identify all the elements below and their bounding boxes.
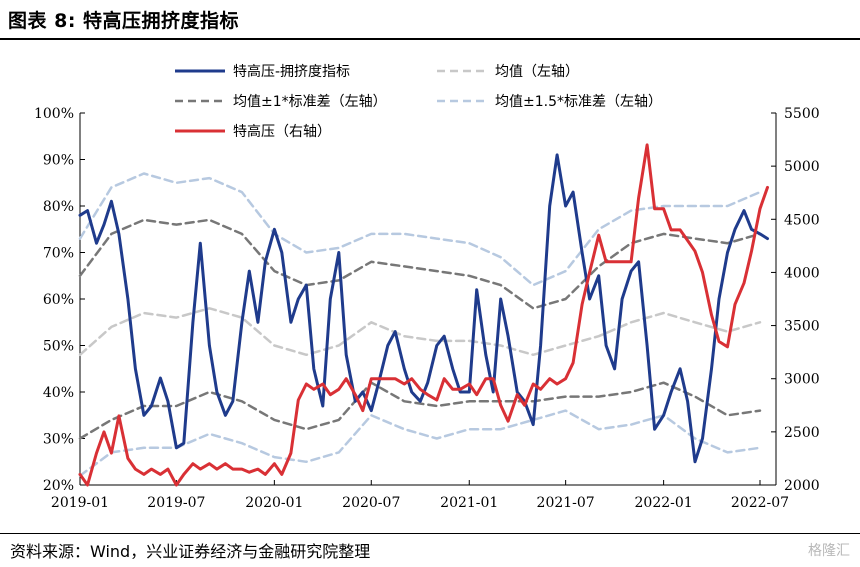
x-tick-label: 2019-01 [51, 495, 109, 511]
y-right-tick-label: 4000 [784, 265, 820, 281]
series-line-band1_lower [78, 381, 762, 440]
legend-label-band15: 均值±1.5*标准差（左轴） [495, 94, 662, 110]
y-right-tick-label: 5500 [784, 106, 820, 122]
y-left-tick-label: 90% [43, 153, 74, 169]
x-tick-label: 2022-01 [635, 495, 693, 511]
y-right-tick-label: 4500 [784, 212, 820, 228]
x-tick-label: 2019-07 [147, 495, 205, 511]
legend-label-mean: 均值（左轴） [495, 64, 579, 80]
y-left-tick-label: 50% [43, 339, 74, 355]
y-left-tick-label: 60% [43, 292, 74, 308]
crowding-index-chart: 20% 30% 40% 50% 60% 70% 80% 90% 100% 2000 2500 3000… [34, 63, 820, 511]
series-line-band1_upper [78, 218, 762, 310]
y-left-tick-label: 40% [43, 385, 74, 401]
y-left-tick-label: 80% [43, 199, 74, 215]
x-tick-label: 2021-07 [537, 495, 595, 511]
y-right-tick-label: 2000 [784, 478, 820, 494]
figure-title: 图表 8: 特高压拥挤度指标 [8, 10, 240, 32]
y-right-tick-label: 5000 [784, 159, 820, 175]
x-tick-label: 2020-07 [342, 495, 400, 511]
x-tick-label: 2022-07 [731, 495, 789, 511]
y-left-tick-label: 20% [43, 478, 74, 494]
x-tick-label: 2021-01 [440, 495, 498, 511]
legend-label-band1: 均值±1*标准差（左轴） [233, 94, 387, 110]
source-rule [0, 533, 860, 534]
series-line-price [78, 143, 769, 487]
y-right-tick-label: 3000 [784, 372, 820, 388]
y-right-tick-label: 2500 [784, 425, 820, 441]
series-line-band15_upper [78, 172, 762, 287]
legend-label-index: 特高压-拥挤度指标 [233, 63, 350, 80]
title-rule [0, 38, 860, 40]
y-left-tick-label: 100% [34, 106, 74, 122]
watermark-logo: 格隆汇 [808, 543, 850, 559]
legend-label-price: 特高压（右轴） [233, 123, 331, 140]
series-line-mean [78, 307, 762, 357]
series-line-index [78, 153, 769, 464]
x-tick-label: 2020-01 [245, 495, 303, 511]
y-left-tick-label: 30% [43, 432, 74, 448]
source-note: 资料来源：Wind，兴业证券经济与金融研究院整理 [10, 542, 371, 561]
y-right-tick-label: 3500 [784, 319, 820, 335]
y-left-tick-label: 70% [43, 246, 74, 262]
series-line-band15_lower [78, 409, 762, 477]
